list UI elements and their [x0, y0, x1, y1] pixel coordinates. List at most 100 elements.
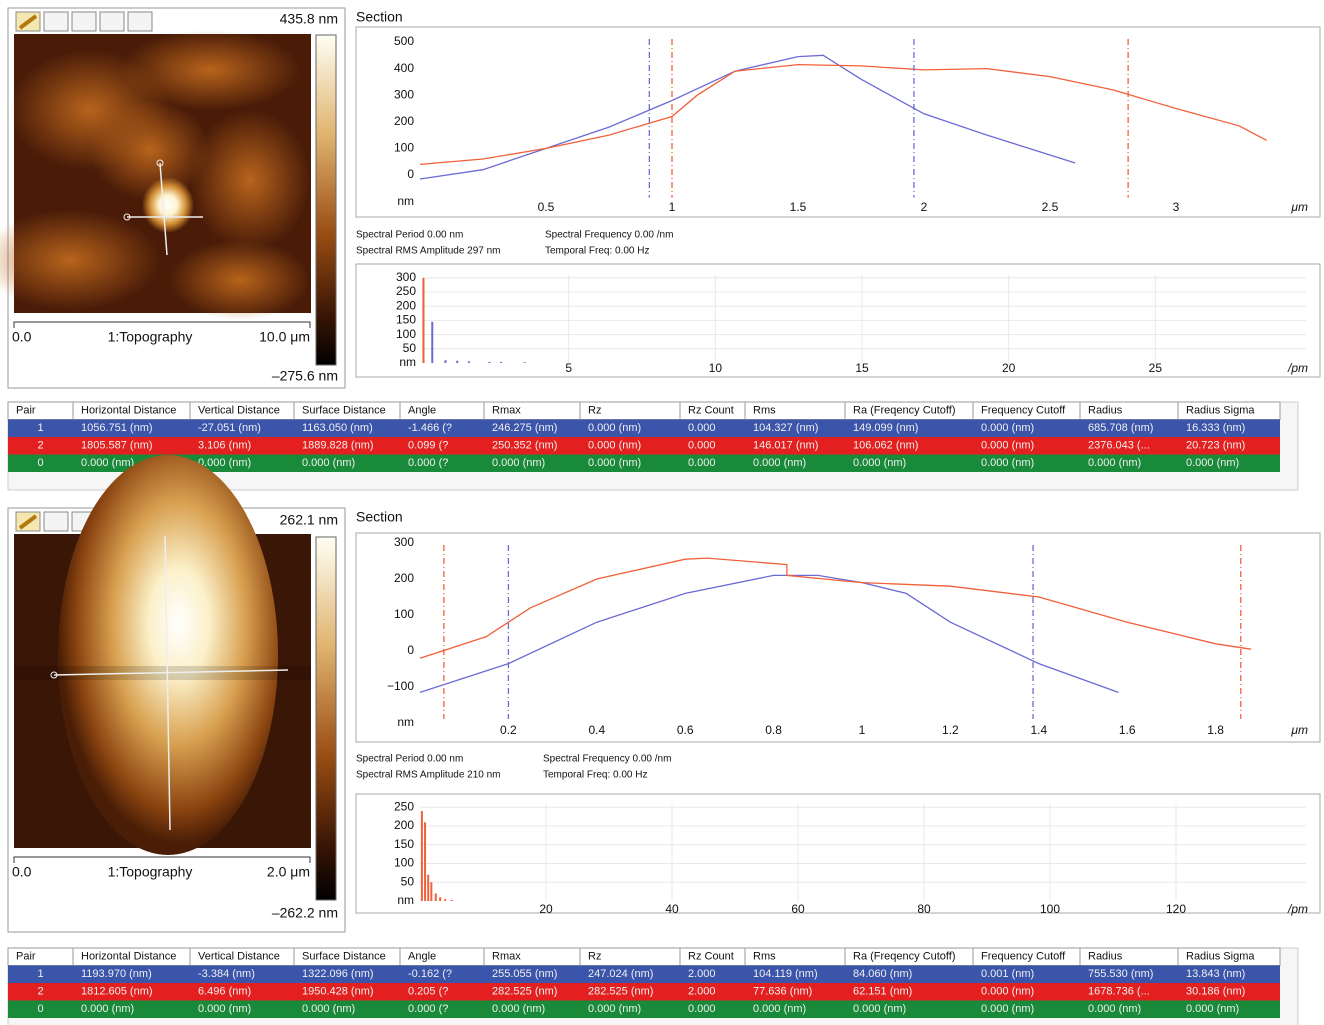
column-header-label: Radius Sigma [1186, 405, 1255, 417]
toolbar-button[interactable] [43, 511, 69, 532]
table-cell: 16.333 (nm) [1186, 422, 1245, 434]
spectral-info: Spectral Frequency 0.00 /nm [543, 754, 671, 765]
table-cell: 0.000 (nm) [1088, 1003, 1141, 1015]
table-cell: 250.352 (nm) [492, 440, 557, 452]
y-tick-label: 50 [401, 874, 415, 888]
x-tick-label: 1 [859, 723, 866, 737]
table-row[interactable] [8, 419, 1280, 438]
x-tick-label: 15 [855, 361, 869, 375]
toolbar-button[interactable] [127, 11, 153, 32]
x-axis-unit: μm [1290, 200, 1308, 214]
x-tick-label: 1.2 [942, 723, 959, 737]
table-row[interactable] [8, 1000, 1280, 1019]
y-tick-label: 400 [394, 61, 414, 75]
column-header-label: Rz Count [688, 951, 734, 963]
ruler-icon [18, 514, 38, 530]
table-cell: 0 [37, 1003, 43, 1015]
column-header-label: Rz [588, 951, 601, 963]
table-cell: 2.000 [688, 986, 716, 998]
column-header-label: Frequency Cutoff [981, 405, 1066, 417]
table-cell: 0.001 (nm) [981, 968, 1034, 980]
y-tick-label: 300 [394, 535, 414, 549]
cut-handle [123, 213, 131, 221]
y-tick-label: 0 [407, 643, 414, 657]
table-cell: 0.000 (nm) [492, 1003, 545, 1015]
table-cell: 0.000 (nm) [588, 440, 641, 452]
table-cell: 1322.096 (nm) [302, 968, 374, 980]
table-cell: 1889.828 (nm) [302, 440, 374, 452]
column-header-label: Ra (Freqency Cutoff) [853, 405, 956, 417]
y-tick-label: 300 [396, 270, 416, 284]
x-tick-label: 1.6 [1119, 723, 1136, 737]
y-tick-label: 0 [407, 167, 414, 181]
table-cell: 0.000 (nm) [81, 1003, 134, 1015]
chart-title: Section [356, 509, 403, 525]
x-axis-unit: /pm [1287, 361, 1308, 375]
column-header-label: Rms [753, 951, 776, 963]
x-tick-label: 60 [791, 902, 805, 916]
scale-bar [13, 856, 311, 863]
table-cell: 0.000 (nm) [981, 422, 1034, 434]
y-axis-unit: nm [397, 893, 414, 907]
table-cell: 0.000 (nm) [753, 1003, 806, 1015]
toolbar-button[interactable] [71, 11, 97, 32]
y-tick-label: 200 [394, 818, 414, 832]
table-cell: 6.496 (nm) [198, 986, 251, 998]
plot-frame [355, 532, 1321, 743]
section-line [419, 557, 1252, 659]
table-cell: 0.000 [688, 1003, 716, 1015]
y-tick-label: −100 [387, 679, 414, 693]
table-cell: 20.723 (nm) [1186, 440, 1245, 452]
table-cell: 1812.605 (nm) [81, 986, 153, 998]
table-cell: 0.000 (nm) [198, 1003, 251, 1015]
x-tick-label: 1.8 [1207, 723, 1224, 737]
x-tick-label: 120 [1166, 902, 1186, 916]
particle [58, 455, 278, 855]
y-axis-unit: nm [397, 715, 414, 729]
table-row[interactable] [8, 454, 1280, 473]
table-cell: 0.000 [688, 422, 716, 434]
table-cell: -3.384 (nm) [198, 968, 255, 980]
table-row[interactable] [8, 983, 1280, 1001]
cut-handle [50, 671, 58, 679]
chart-title: Section [356, 9, 403, 25]
x-tick-label: 0.8 [765, 723, 782, 737]
table-cell: 0.000 (nm) [1186, 457, 1239, 469]
spectral-info: Spectral RMS Amplitude 297 nm [356, 246, 501, 257]
column-header-label: Ra (Freqency Cutoff) [853, 951, 956, 963]
table-cell: 0.000 (nm) [853, 1003, 906, 1015]
table-row[interactable] [8, 437, 1280, 455]
y-tick-label: 200 [394, 571, 414, 585]
column-header-label: Surface Distance [302, 951, 386, 963]
table-cell: 0.000 (nm) [981, 986, 1034, 998]
toolbar-button[interactable] [43, 11, 69, 32]
table-cell: -1.466 (? [408, 422, 452, 434]
surface-feature [170, 240, 310, 320]
table-cell: 0.000 (nm) [1088, 457, 1141, 469]
x-tick-label: 0.4 [588, 723, 605, 737]
y-tick-label: 100 [394, 141, 414, 155]
y-tick-label: 50 [403, 341, 417, 355]
table-cell: 104.119 (nm) [753, 968, 818, 980]
cut-line [53, 669, 289, 676]
x-tick-label: 1.4 [1030, 723, 1047, 737]
column-header-label: Radius Sigma [1186, 951, 1255, 963]
x-tick-label: 2 [921, 200, 928, 214]
table-cell: 146.017 (nm) [753, 440, 818, 452]
table-cell: 2 [37, 440, 43, 452]
table-cell: 1 [37, 968, 43, 980]
y-tick-label: 100 [394, 607, 414, 621]
table-cell: 2 [37, 986, 43, 998]
table-row[interactable] [8, 965, 1280, 984]
color-scale [315, 34, 337, 366]
table-cell: 0.000 (nm) [588, 1003, 641, 1015]
scale-bar [13, 321, 311, 328]
table-cell: 0.205 (? [408, 986, 448, 998]
spectral-info: Spectral Period 0.00 nm [356, 754, 463, 765]
y-axis-unit: nm [397, 194, 414, 208]
toolbar-button[interactable] [99, 11, 125, 32]
table-cell: 2376.043 (... [1088, 440, 1150, 452]
table-cell: 0.099 (? [408, 440, 448, 452]
table-cell: 1805.587 (nm) [81, 440, 153, 452]
